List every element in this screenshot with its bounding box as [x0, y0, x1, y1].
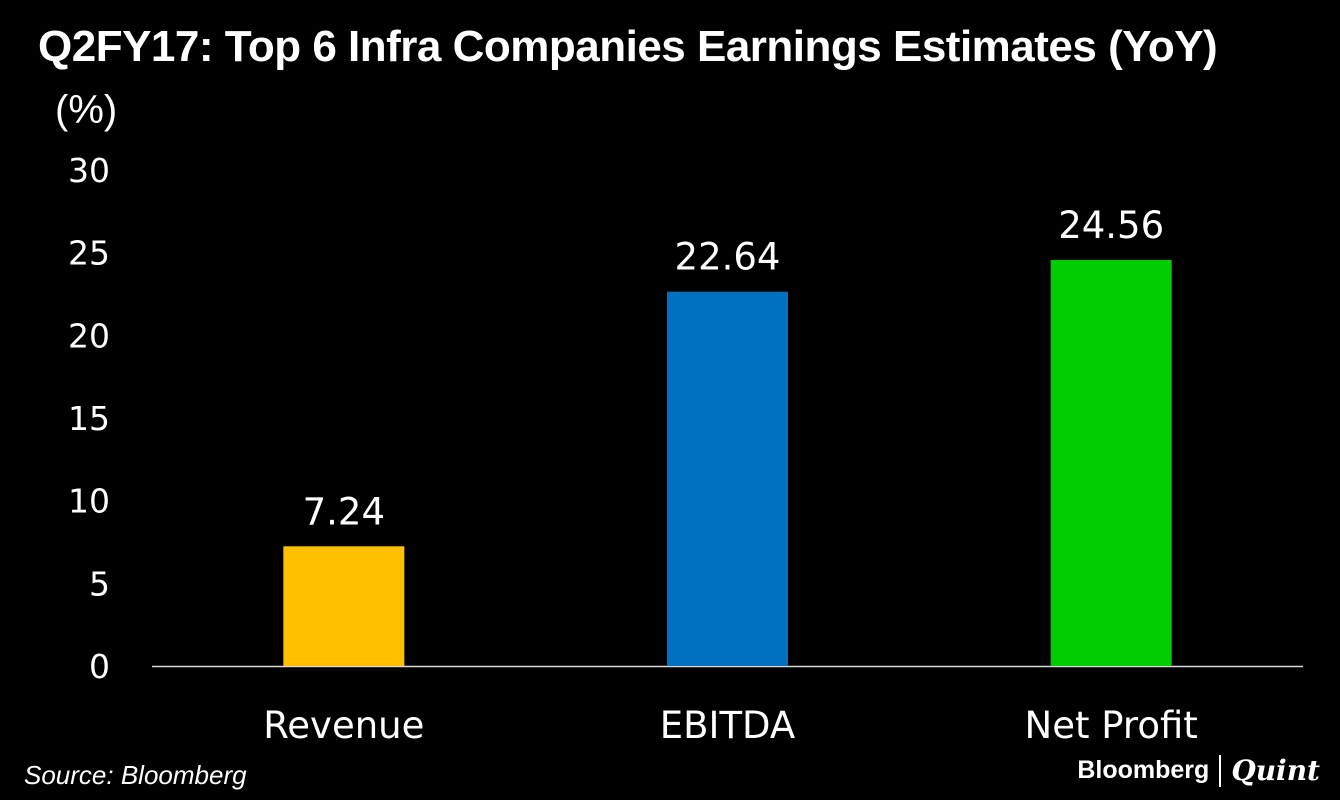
bar-ebitda: [667, 291, 788, 666]
bar-net-profit: [1050, 259, 1172, 666]
y-axis-unit-label: (%): [55, 88, 118, 132]
y-tick-label: 5: [89, 564, 110, 603]
brand-divider: [1219, 754, 1222, 787]
data-label: 7.24: [303, 490, 385, 533]
brand-logo: Bloomberg Quint: [1077, 754, 1320, 787]
data-label: 24.56: [1058, 204, 1164, 247]
y-tick-label: 10: [68, 482, 110, 521]
y-tick-label: 15: [68, 399, 110, 438]
y-tick-label: 20: [68, 316, 110, 355]
y-tick-label: 0: [89, 647, 110, 686]
bar-revenue: [283, 546, 405, 666]
chart-title: Q2FY17: Top 6 Infra Companies Earnings E…: [38, 22, 1218, 71]
y-tick-label: 30: [68, 151, 110, 190]
data-label: 22.64: [675, 236, 781, 279]
source-note: Source: Bloomberg: [24, 760, 247, 790]
y-tick-label: 25: [68, 234, 110, 273]
x-category-label: Revenue: [263, 704, 424, 747]
x-category-label: EBITDA: [660, 704, 795, 747]
brand-name: Bloomberg: [1077, 756, 1210, 784]
x-category-label: Net Profit: [1025, 704, 1198, 747]
brand-partner: Quint: [1231, 754, 1320, 787]
